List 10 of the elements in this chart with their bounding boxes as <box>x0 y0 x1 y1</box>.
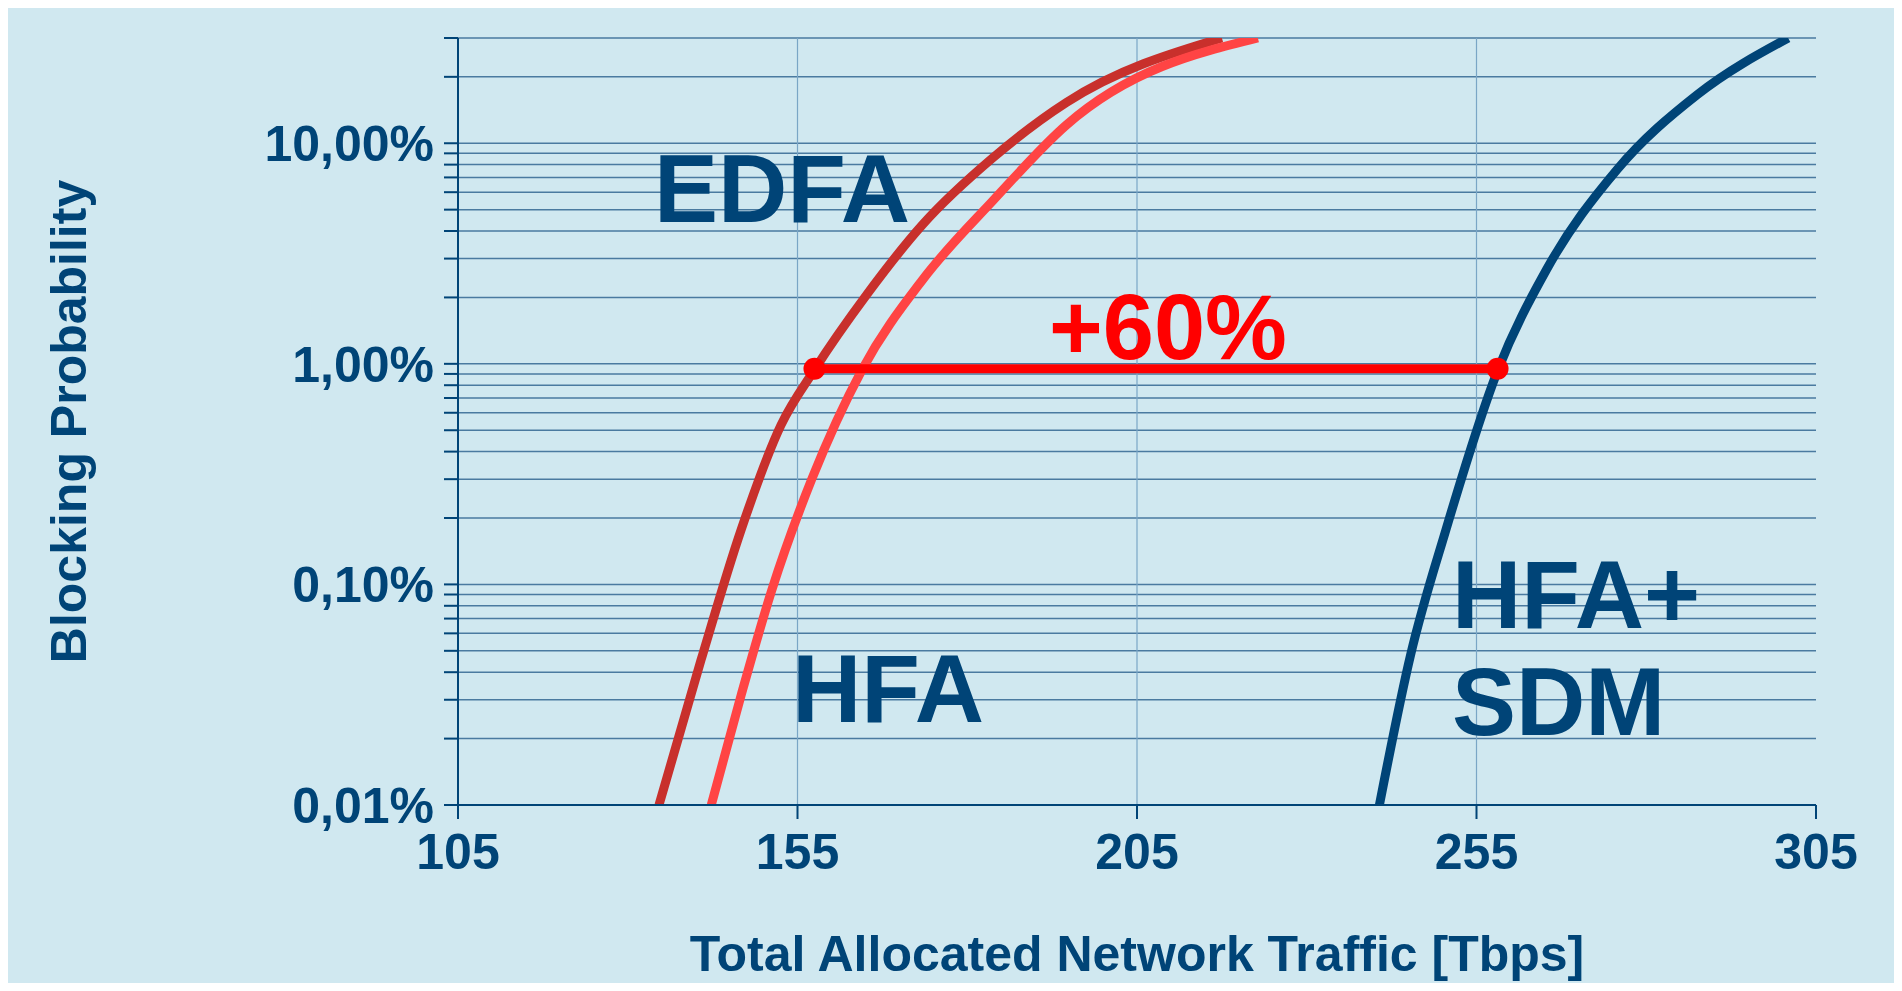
x-axis-title: Total Allocated Network Traffic [Tbps] <box>689 926 1585 982</box>
x-tick-label: 255 <box>1434 823 1519 880</box>
y-tick-label: 0,10% <box>292 557 434 614</box>
annotation: +60% <box>1049 276 1287 378</box>
y-tick-label: 1,00% <box>292 336 434 393</box>
y-tick-label: 10,00% <box>264 116 434 172</box>
x-tick-label: 205 <box>1095 823 1179 880</box>
x-tick-label: 305 <box>1774 823 1858 880</box>
y-axis-title: Blocking Probability <box>40 179 97 664</box>
x-tick-label: 155 <box>755 823 840 880</box>
